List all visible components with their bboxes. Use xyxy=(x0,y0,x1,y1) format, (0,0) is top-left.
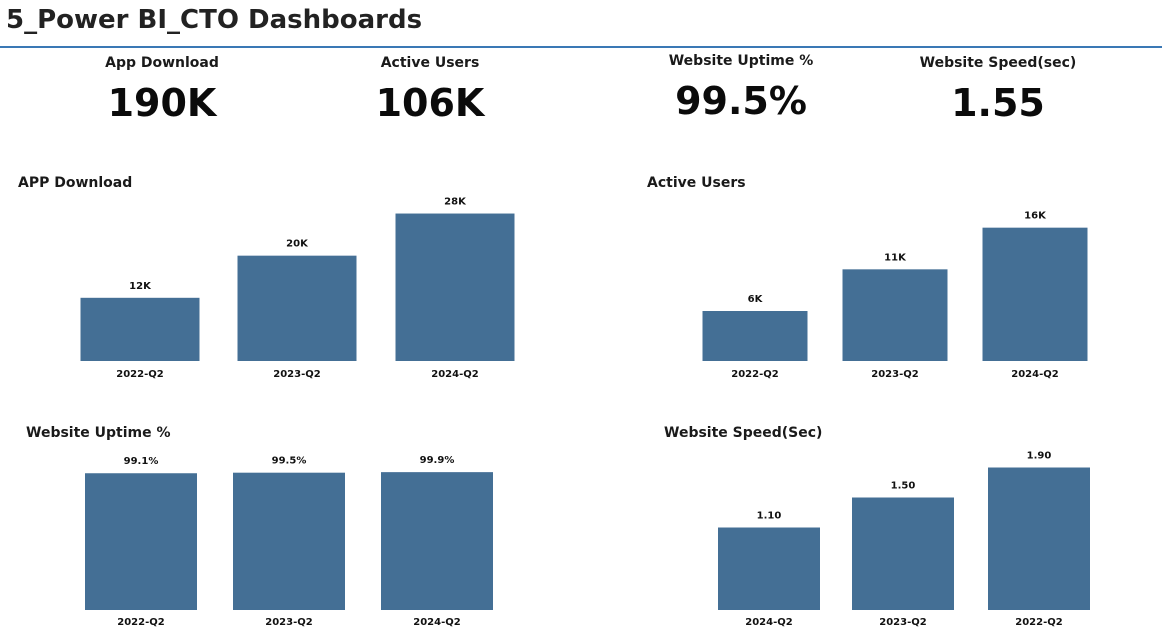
kpi-card-active-users[interactable]: Active Users 106K xyxy=(310,55,550,125)
category-tick-label: 2024-Q2 xyxy=(413,617,460,628)
bar-2024-Q2[interactable] xyxy=(982,227,1088,361)
category-tick-label: 2022-Q2 xyxy=(1015,617,1062,628)
data-label: 6K xyxy=(748,294,764,305)
bar-2022-Q2[interactable] xyxy=(988,467,1090,611)
data-label: 99.5% xyxy=(272,456,307,467)
data-label: 12K xyxy=(129,281,152,292)
website-speed-bar-chart: 1.10 2024-Q2 1.50 2023-Q2 1.90 2022-Q2 xyxy=(718,451,1090,628)
chart-title-website-uptime: Website Uptime % xyxy=(26,425,171,441)
kpi-value: 106K xyxy=(375,81,485,125)
app-download-bar-chart: 12K 2022-Q2 20K 2023-Q2 28K 2024-Q2 xyxy=(80,197,515,380)
data-label: 16K xyxy=(1024,211,1047,222)
chart-title-app-download: APP Download xyxy=(18,175,133,191)
bar-2023-Q2[interactable] xyxy=(842,269,948,361)
bar-2023-Q2[interactable] xyxy=(233,472,345,610)
kpi-value: 190K xyxy=(107,81,217,125)
kpi-value: 99.5% xyxy=(675,79,807,123)
category-tick-label: 2024-Q2 xyxy=(431,369,478,380)
bar-2023-Q2[interactable] xyxy=(852,497,954,611)
bar-2022-Q2[interactable] xyxy=(702,311,808,361)
category-tick-label: 2022-Q2 xyxy=(116,369,163,380)
data-label: 99.1% xyxy=(124,456,159,467)
kpi-card-website-uptime[interactable]: Website Uptime % 99.5% xyxy=(621,53,861,123)
active-users-bar-chart: 6K 2022-Q2 11K 2023-Q2 16K 2024-Q2 xyxy=(702,211,1088,380)
bar-2024-Q2[interactable] xyxy=(718,527,820,611)
page-title: 5_Power BI_CTO Dashboards xyxy=(6,5,423,35)
category-tick-label: 2024-Q2 xyxy=(1011,369,1058,380)
kpi-label: App Download xyxy=(105,55,219,71)
kpi-card-app-download[interactable]: App Download 190K xyxy=(42,55,282,125)
chart-title-website-speed: Website Speed(Sec) xyxy=(664,425,823,441)
kpi-label: Website Uptime % xyxy=(668,53,814,69)
bar-2022-Q2[interactable] xyxy=(80,297,200,361)
category-tick-label: 2023-Q2 xyxy=(871,369,918,380)
dashboard-header: 5_Power BI_CTO Dashboards xyxy=(0,0,1162,48)
data-label: 20K xyxy=(286,239,309,250)
kpi-label: Active Users xyxy=(380,55,480,71)
kpi-label: Website Speed(sec) xyxy=(919,55,1077,71)
data-label: 11K xyxy=(884,252,907,263)
category-tick-label: 2024-Q2 xyxy=(745,617,792,628)
kpi-value: 1.55 xyxy=(951,81,1045,125)
data-label: 1.50 xyxy=(891,481,916,492)
category-tick-label: 2023-Q2 xyxy=(273,369,320,380)
website-uptime-bar-chart: 99.1% 2022-Q2 99.5% 2023-Q2 99.9% 2024-Q2 xyxy=(85,455,493,628)
category-tick-label: 2023-Q2 xyxy=(879,617,926,628)
bar-2023-Q2[interactable] xyxy=(237,255,357,361)
data-label: 28K xyxy=(444,197,467,208)
bar-2022-Q2[interactable] xyxy=(85,473,197,610)
data-label: 99.9% xyxy=(420,455,455,466)
bar-2024-Q2[interactable] xyxy=(381,472,493,610)
category-tick-label: 2023-Q2 xyxy=(265,617,312,628)
data-label: 1.10 xyxy=(757,511,782,522)
kpi-card-website-speed[interactable]: Website Speed(sec) 1.55 xyxy=(878,55,1118,125)
category-tick-label: 2022-Q2 xyxy=(731,369,778,380)
category-tick-label: 2022-Q2 xyxy=(117,617,164,628)
bar-2024-Q2[interactable] xyxy=(395,213,515,361)
data-label: 1.90 xyxy=(1027,451,1052,462)
chart-title-active-users: Active Users xyxy=(647,175,746,191)
